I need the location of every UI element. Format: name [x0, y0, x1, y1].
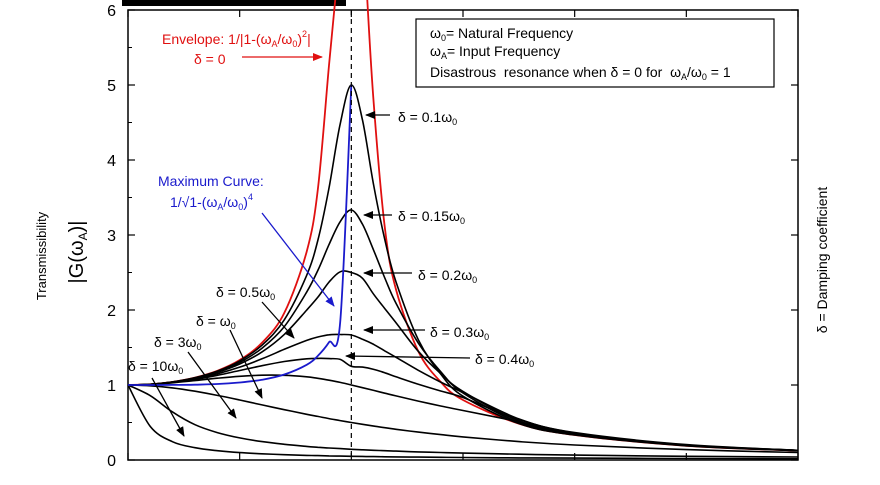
plot-series	[127, 0, 799, 460]
label-delta-0-2: δ = 0.2ω0	[418, 267, 477, 285]
y-axis-label-top: Transmissibility	[34, 211, 49, 300]
series-line-10	[128, 84, 353, 386]
series-line-9	[127, 384, 799, 460]
y-tick-label: 1	[107, 378, 116, 395]
damping-coefficient-label: δ = Damping coefficient	[814, 187, 830, 334]
y-tick-label: 2	[107, 303, 116, 320]
label-delta-0-5: δ = 0.5ω0	[216, 284, 275, 302]
envelope-annotation: Envelope: 1/|1-(ωA/ω0)2| δ = 0	[162, 29, 311, 67]
series-line-4	[127, 333, 799, 452]
series-line-6	[127, 374, 799, 452]
y-tick-label: 3	[107, 228, 116, 245]
legend-input-frequency: ωA= Input Frequency	[430, 43, 560, 61]
envelope-label: Envelope: 1/|1-(ωA/ω0)2|	[162, 29, 311, 49]
maximum-curve-formula: 1/√1-(ωA/ω0)4	[170, 192, 253, 212]
y-axis-label-main: |G(ωA)|	[66, 221, 90, 284]
series-line-5	[127, 357, 799, 452]
arrow-maximum-curve	[261, 212, 335, 307]
top-black-bar	[122, 0, 346, 6]
curve-labels: δ = 0.1ω0 δ = 0.15ω0 δ = 0.2ω0 δ = 0.3ω0…	[128, 109, 534, 376]
delta-zero-label: δ = 0	[194, 51, 226, 67]
series-line-7	[127, 384, 799, 454]
y-tick-label: 5	[107, 78, 116, 95]
maximum-curve-annotation: Maximum Curve: 1/√1-(ωA/ω0)4	[158, 173, 264, 212]
maximum-curve-label: Maximum Curve:	[158, 173, 264, 189]
y-axis: 0 1 2 3 4 5 6	[107, 3, 798, 470]
legend-frame	[415, 18, 775, 88]
label-delta-0-15: δ = 0.15ω0	[398, 208, 465, 226]
y-tick-label: 0	[107, 453, 116, 470]
annotation-arrows	[151, 53, 471, 437]
label-delta-1: δ = ω0	[196, 313, 236, 331]
legend-natural-frequency: ω0= Natural Frequency	[430, 25, 573, 43]
label-delta-0-3: δ = 0.3ω0	[430, 324, 489, 342]
label-delta-3: δ = 3ω0	[154, 334, 201, 352]
y-tick-label: 6	[107, 3, 116, 20]
legend-resonance-note: Disastrous resonance when δ = 0 for ωA/ω…	[430, 64, 731, 82]
arrow-delta-10	[151, 377, 185, 437]
series-line-8	[127, 384, 799, 458]
legend-box: ω0= Natural Frequency ωA= Input Frequenc…	[415, 18, 775, 88]
label-delta-0-4: δ = 0.4ω0	[475, 351, 534, 369]
label-delta-10: δ = 10ω0	[128, 358, 183, 376]
arrow-delta-1	[229, 329, 263, 399]
label-delta-0-1: δ = 0.1ω0	[398, 109, 457, 127]
arrow-delta-0-4	[345, 352, 471, 361]
y-tick-label: 4	[107, 153, 116, 170]
arrow-delta-3	[187, 351, 237, 419]
arrow-delta-0-5	[261, 301, 295, 339]
